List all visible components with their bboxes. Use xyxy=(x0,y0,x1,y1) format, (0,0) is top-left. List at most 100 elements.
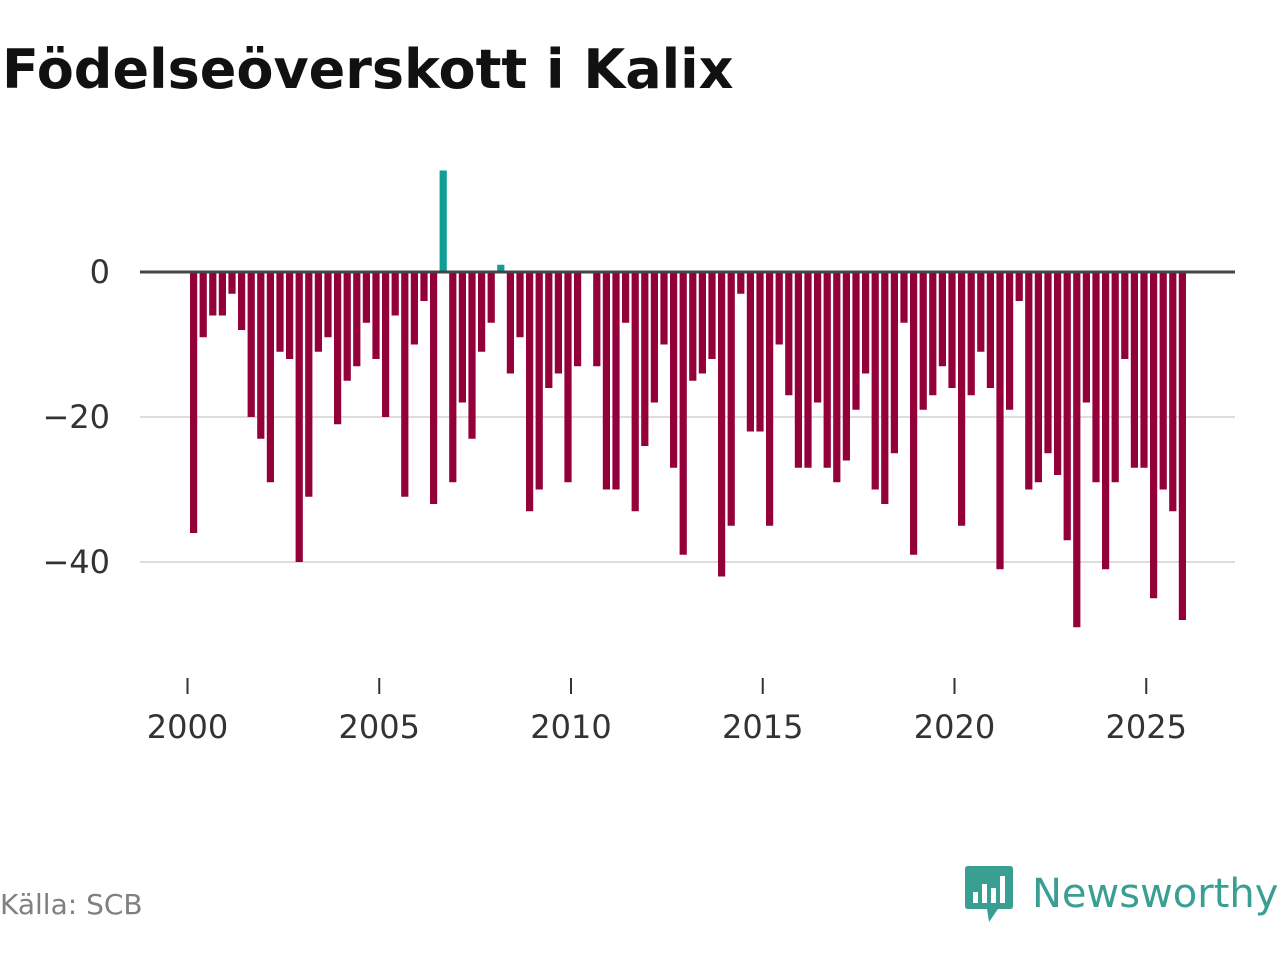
bar xyxy=(372,272,380,359)
y-axis-labels: 0 −20 −40 xyxy=(42,253,110,581)
bar xyxy=(526,272,534,512)
bar xyxy=(353,272,361,367)
bar xyxy=(622,272,630,323)
bar xyxy=(382,272,390,417)
bar xyxy=(986,272,994,388)
bar xyxy=(718,272,726,577)
bar xyxy=(247,272,255,417)
bar xyxy=(679,272,687,555)
x-tick-label: 2005 xyxy=(339,708,420,746)
bar-chart: 0 −20 −40 2000 2005 2010 2015 2020 2025 xyxy=(42,170,1235,746)
bar xyxy=(574,272,582,367)
bar xyxy=(420,272,428,301)
bar xyxy=(1150,272,1158,599)
bar xyxy=(545,272,553,388)
bar xyxy=(228,272,236,294)
bar xyxy=(631,272,639,512)
bar xyxy=(1044,272,1052,454)
bar xyxy=(458,272,466,403)
bar xyxy=(1006,272,1014,410)
bar xyxy=(881,272,889,504)
bar xyxy=(938,272,946,367)
bar xyxy=(852,272,860,410)
bar xyxy=(506,272,514,374)
bar xyxy=(996,272,1004,570)
bar xyxy=(238,272,246,330)
y-tick-label: −40 xyxy=(42,543,110,581)
bar xyxy=(276,272,284,352)
bar xyxy=(948,272,956,388)
bar xyxy=(746,272,754,432)
bar xyxy=(958,272,966,526)
bar xyxy=(1015,272,1023,301)
bar xyxy=(929,272,937,396)
bar xyxy=(324,272,332,338)
bar xyxy=(756,272,764,432)
bar xyxy=(199,272,207,338)
bar xyxy=(1159,272,1167,490)
bar xyxy=(919,272,927,410)
bar xyxy=(775,272,783,345)
bar xyxy=(535,272,543,490)
bar xyxy=(439,170,447,272)
bar xyxy=(1073,272,1081,628)
bar xyxy=(785,272,793,396)
bar xyxy=(842,272,850,461)
bar xyxy=(478,272,486,352)
bar xyxy=(910,272,918,555)
bar xyxy=(1082,272,1090,403)
bar xyxy=(1121,272,1129,359)
bar xyxy=(612,272,620,490)
chart-title: Födelseöverskott i Kalix xyxy=(2,38,734,101)
bar xyxy=(449,272,457,483)
bar xyxy=(1140,272,1148,468)
grid-lines xyxy=(140,416,1235,563)
bar xyxy=(334,272,342,425)
bar xyxy=(295,272,303,562)
x-tick-label: 2025 xyxy=(1106,708,1187,746)
brand-name: Newsworthy xyxy=(1032,871,1279,917)
bar xyxy=(362,272,370,323)
bar xyxy=(410,272,418,345)
bar xyxy=(727,272,735,526)
bar xyxy=(209,272,217,316)
bar xyxy=(823,272,831,468)
bar xyxy=(689,272,697,381)
x-axis: 2000 2005 2010 2015 2020 2025 xyxy=(147,678,1187,746)
x-tick-label: 2000 xyxy=(147,708,228,746)
bar xyxy=(487,272,495,323)
bar xyxy=(641,272,649,446)
bar xyxy=(708,272,716,359)
bar xyxy=(1111,272,1119,483)
bar xyxy=(391,272,399,316)
bar xyxy=(1092,272,1100,483)
bar xyxy=(305,272,313,497)
bar xyxy=(766,272,774,526)
x-tick-label: 2010 xyxy=(530,708,611,746)
bar xyxy=(554,272,562,374)
bars xyxy=(190,170,1186,628)
bar xyxy=(967,272,975,396)
bar xyxy=(497,264,505,272)
bar xyxy=(862,272,870,374)
bar xyxy=(343,272,351,381)
bar xyxy=(794,272,802,468)
bar xyxy=(266,272,274,483)
bar xyxy=(1102,272,1110,570)
bar xyxy=(660,272,668,345)
bar xyxy=(814,272,822,403)
bar xyxy=(1063,272,1071,541)
bar xyxy=(737,272,745,294)
bar xyxy=(650,272,658,403)
bar xyxy=(890,272,898,454)
source-note: Källa: SCB xyxy=(0,888,143,921)
bar xyxy=(670,272,678,468)
bar xyxy=(871,272,879,490)
bar xyxy=(593,272,601,367)
x-tick-label: 2015 xyxy=(722,708,803,746)
bar xyxy=(1025,272,1033,490)
y-tick-label: −20 xyxy=(42,398,110,436)
bar xyxy=(698,272,706,374)
bar xyxy=(1169,272,1177,512)
bar xyxy=(833,272,841,483)
